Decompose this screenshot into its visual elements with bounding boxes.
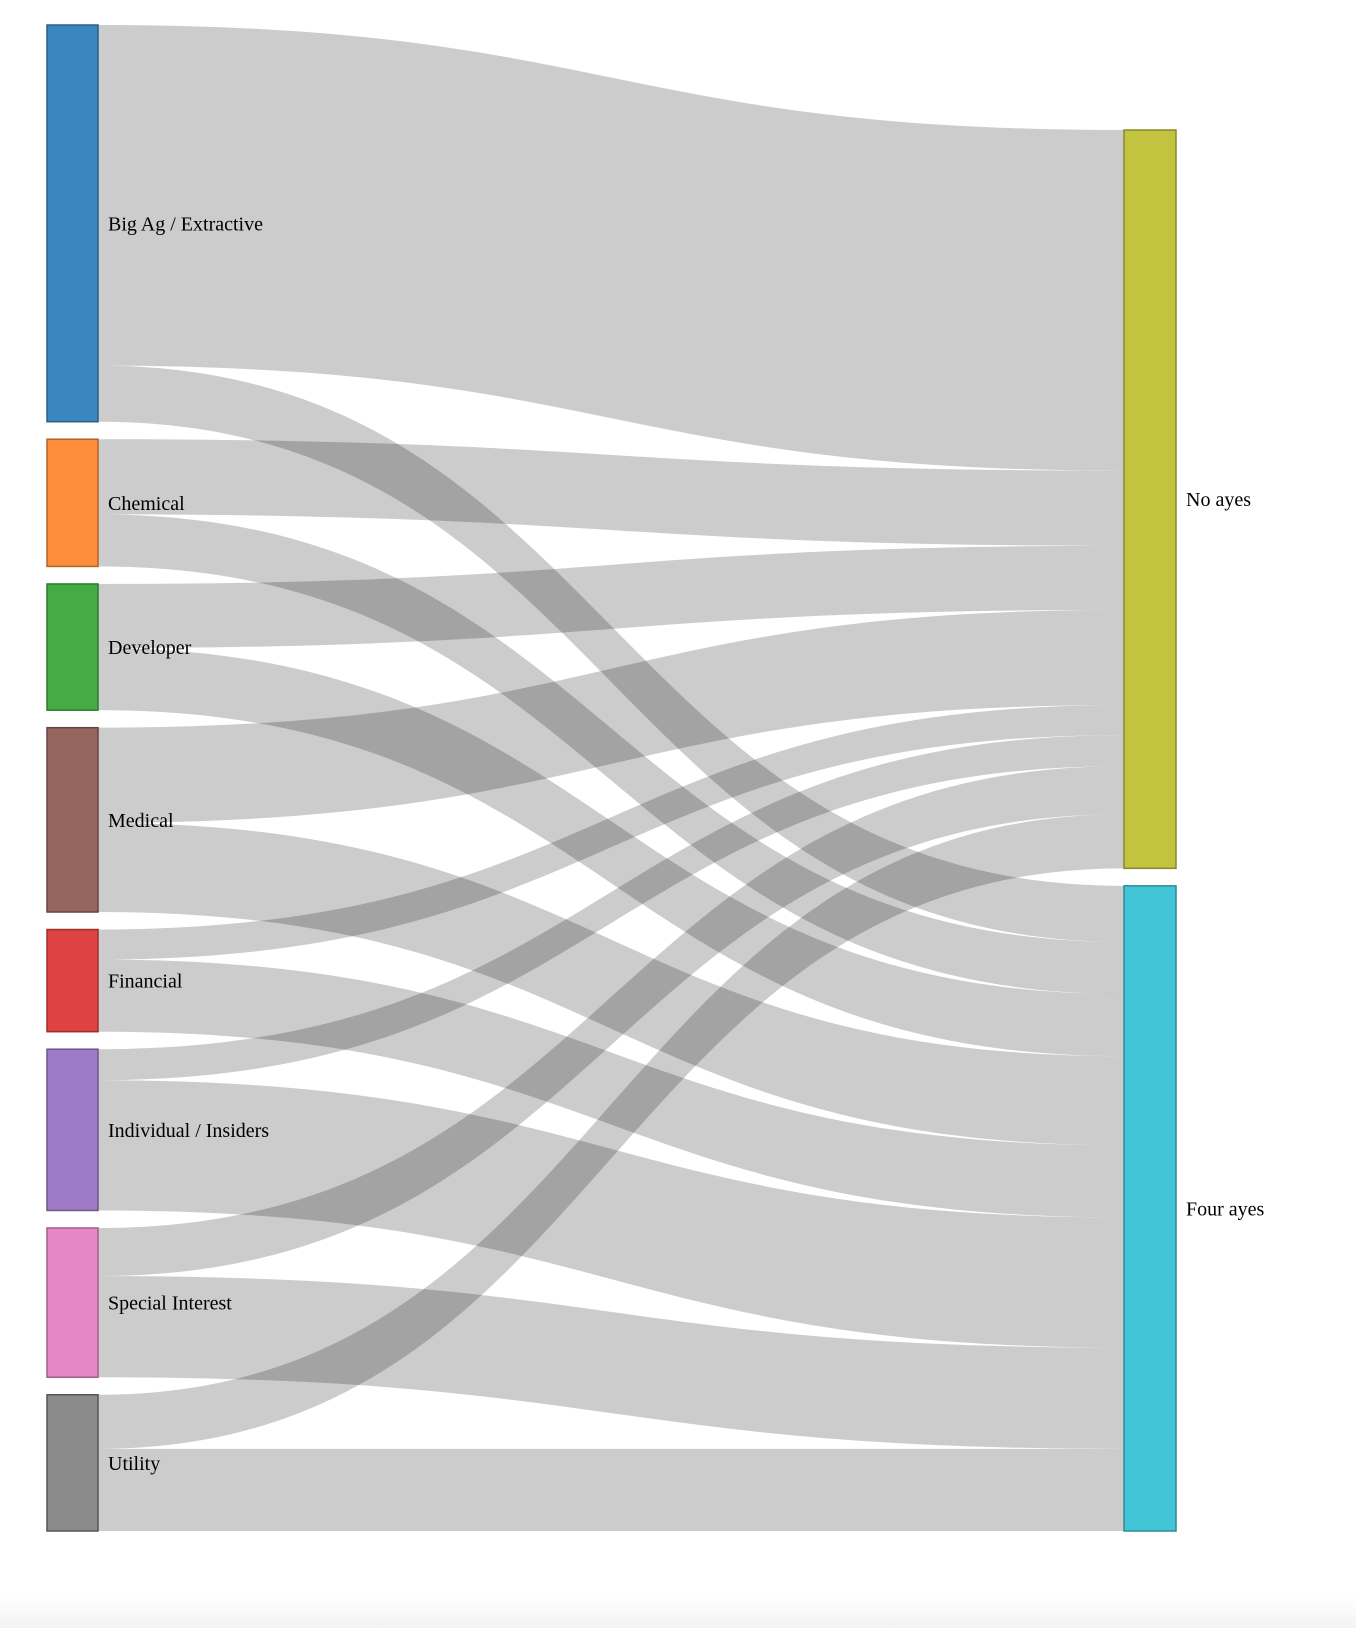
flow-utility-to-no-ayes[interactable] [98, 814, 1124, 1449]
label-developer: Developer [108, 637, 192, 659]
flow-medical-to-four-ayes[interactable] [98, 822, 1124, 1146]
flow-developer-to-no-ayes[interactable] [98, 545, 1124, 649]
node-labels: Big Ag / Extractive Chemical Developer Medi… [108, 213, 1265, 1475]
flow-individual-to-four-ayes[interactable] [98, 1080, 1124, 1348]
flow-chemical-to-no-ayes[interactable] [98, 439, 1124, 546]
flow-big-ag-to-no-ayes[interactable] [98, 25, 1124, 471]
node-special-interest[interactable] [46, 1227, 99, 1379]
label-individual: Individual / Insiders [108, 1120, 269, 1142]
node-utility[interactable] [46, 1394, 99, 1532]
nodes [46, 24, 1177, 1532]
node-financial[interactable] [46, 928, 99, 1033]
label-four-ayes: Four ayes [1186, 1198, 1265, 1220]
label-no-ayes: No ayes [1186, 489, 1251, 511]
flow-special-interest-to-four-ayes[interactable] [98, 1276, 1124, 1449]
node-individual[interactable] [46, 1048, 99, 1212]
flow-developer-to-four-ayes[interactable] [98, 648, 1124, 1057]
label-special-interest: Special Interest [108, 1293, 232, 1315]
node-medical[interactable] [46, 726, 99, 913]
label-chemical: Chemical [108, 493, 185, 515]
flow-special-interest-to-no-ayes[interactable] [98, 766, 1124, 1277]
label-financial: Financial [108, 971, 183, 993]
flow-medical-to-no-ayes[interactable] [98, 609, 1124, 823]
label-big-ag: Big Ag / Extractive [108, 213, 263, 235]
node-chemical[interactable] [46, 438, 99, 568]
flow-links [98, 25, 1124, 1531]
flow-chemical-to-four-ayes[interactable] [98, 514, 1124, 995]
flow-individual-to-no-ayes[interactable] [98, 735, 1124, 1081]
node-developer[interactable] [46, 583, 99, 711]
label-medical: Medical [108, 810, 174, 832]
flow-utility-to-four-ayes[interactable] [98, 1448, 1124, 1531]
flow-financial-to-no-ayes[interactable] [98, 705, 1124, 960]
label-utility: Utility [108, 1453, 160, 1475]
flow-big-ag-to-four-ayes[interactable] [98, 365, 1124, 942]
node-four-ayes[interactable] [1123, 885, 1177, 1532]
node-big-ag[interactable] [46, 24, 99, 423]
node-no-ayes[interactable] [1123, 129, 1177, 870]
flow-financial-to-four-ayes[interactable] [98, 959, 1124, 1218]
